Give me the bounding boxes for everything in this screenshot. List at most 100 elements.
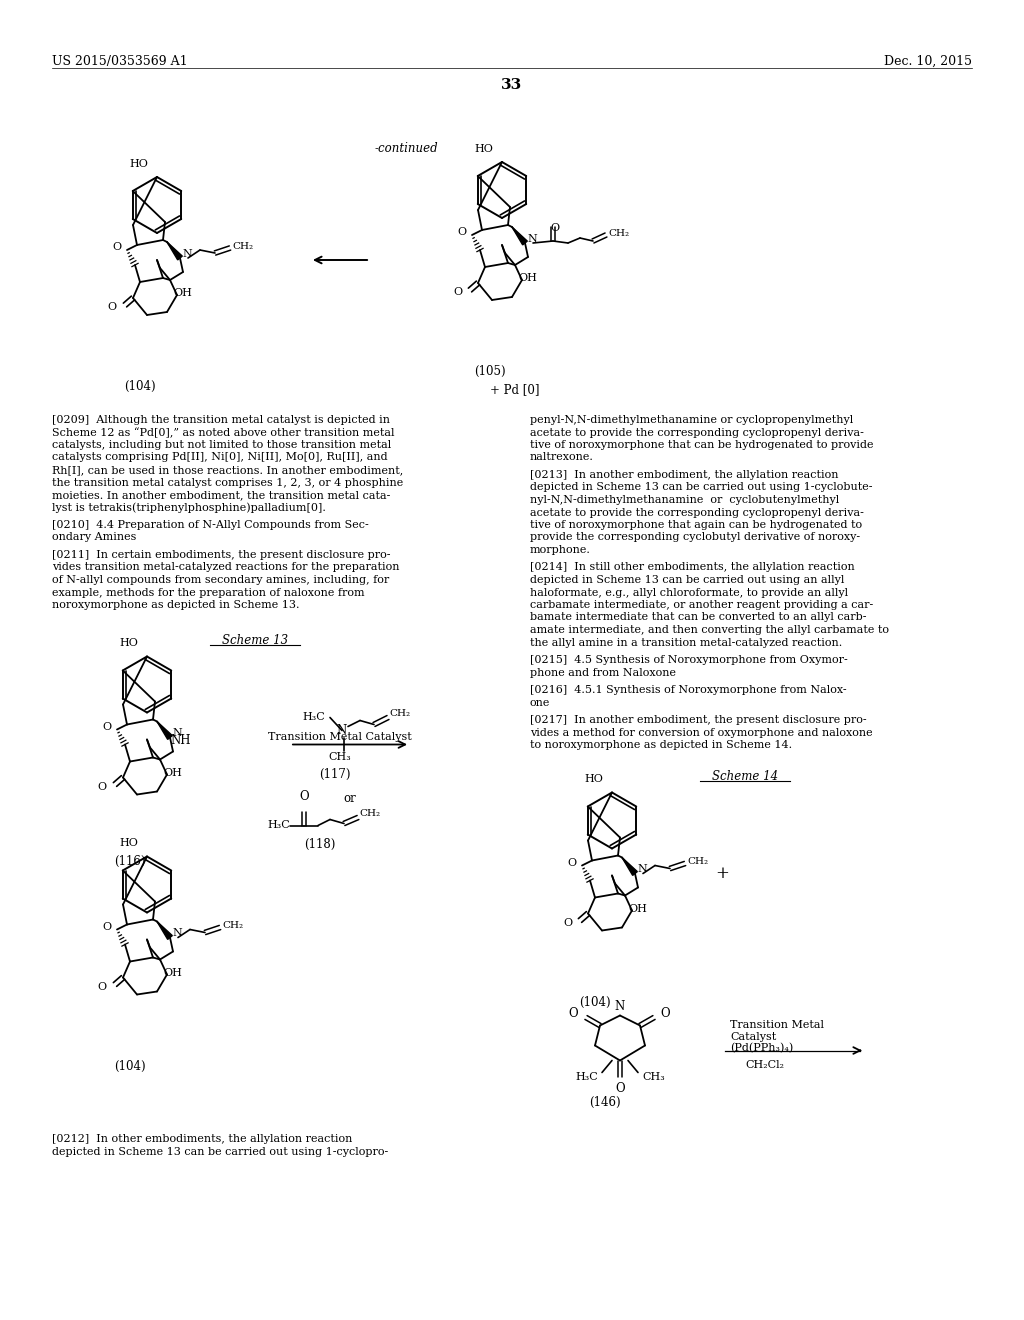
- Text: one: one: [530, 697, 550, 708]
- Text: acetate to provide the corresponding cyclopropenyl deriva-: acetate to provide the corresponding cyc…: [530, 507, 864, 517]
- Text: (Pd(PPh₃)₄): (Pd(PPh₃)₄): [730, 1043, 794, 1053]
- Text: (118): (118): [304, 837, 336, 850]
- Text: depicted in Scheme 13 can be carried out using 1-cyclopro-: depicted in Scheme 13 can be carried out…: [52, 1147, 388, 1158]
- Text: Transition Metal Catalyst: Transition Metal Catalyst: [268, 731, 412, 742]
- Text: depicted in Scheme 13 can be carried out using 1-cyclobute-: depicted in Scheme 13 can be carried out…: [530, 483, 872, 492]
- Text: of N-allyl compounds from secondary amines, including, for: of N-allyl compounds from secondary amin…: [52, 576, 389, 585]
- Text: N: N: [637, 865, 647, 874]
- Text: OH: OH: [518, 273, 537, 282]
- Text: O: O: [98, 781, 106, 792]
- Text: to noroxymorphone as depicted in Scheme 14.: to noroxymorphone as depicted in Scheme …: [530, 741, 793, 750]
- Text: O: O: [551, 223, 559, 234]
- Text: N: N: [527, 234, 537, 244]
- Text: US 2015/0353569 A1: US 2015/0353569 A1: [52, 55, 187, 69]
- Text: HO: HO: [119, 639, 138, 648]
- Text: O: O: [567, 858, 577, 867]
- Text: O: O: [615, 1082, 625, 1096]
- Text: CH₂: CH₂: [359, 809, 380, 818]
- Text: O: O: [113, 242, 122, 252]
- Text: N: N: [614, 999, 625, 1012]
- Text: the allyl amine in a transition metal-catalyzed reaction.: the allyl amine in a transition metal-ca…: [530, 638, 843, 648]
- Text: [0210]  4.4 Preparation of N-Allyl Compounds from Sec-: [0210] 4.4 Preparation of N-Allyl Compou…: [52, 520, 369, 531]
- Text: vides transition metal-catalyzed reactions for the preparation: vides transition metal-catalyzed reactio…: [52, 562, 399, 573]
- Text: [0212]  In other embodiments, the allylation reaction: [0212] In other embodiments, the allylat…: [52, 1134, 352, 1144]
- Text: H₃C: H₃C: [302, 713, 325, 722]
- Text: provide the corresponding cyclobutyl derivative of noroxy-: provide the corresponding cyclobutyl der…: [530, 532, 860, 543]
- Text: Scheme 13: Scheme 13: [222, 635, 288, 648]
- Text: HO: HO: [129, 158, 147, 169]
- Text: acetate to provide the corresponding cyclopropenyl deriva-: acetate to provide the corresponding cyc…: [530, 428, 864, 437]
- Text: moieties. In another embodiment, the transition metal cata-: moieties. In another embodiment, the tra…: [52, 490, 390, 500]
- Text: morphone.: morphone.: [530, 545, 591, 554]
- Text: OH: OH: [628, 903, 647, 913]
- Text: OH: OH: [173, 288, 191, 298]
- Text: O: O: [458, 227, 467, 238]
- Text: -continued: -continued: [375, 143, 438, 154]
- Text: depicted in Scheme 13 can be carried out using an allyl: depicted in Scheme 13 can be carried out…: [530, 576, 845, 585]
- Text: N: N: [172, 729, 181, 738]
- Text: noroxymorphone as depicted in Scheme 13.: noroxymorphone as depicted in Scheme 13.: [52, 601, 299, 610]
- Text: [0214]  In still other embodiments, the allylation reaction: [0214] In still other embodiments, the a…: [530, 562, 855, 573]
- Text: CH₃: CH₃: [329, 752, 351, 763]
- Text: catalysts comprising Pd[II], Ni[0], Ni[II], Mo[0], Ru[II], and: catalysts comprising Pd[II], Ni[0], Ni[I…: [52, 453, 388, 462]
- Text: bamate intermediate that can be converted to an allyl carb-: bamate intermediate that can be converte…: [530, 612, 866, 623]
- Text: naltrexone.: naltrexone.: [530, 453, 594, 462]
- Text: catalysts, including but not limited to those transition metal: catalysts, including but not limited to …: [52, 440, 391, 450]
- Text: [0217]  In another embodiment, the present disclosure pro-: [0217] In another embodiment, the presen…: [530, 715, 866, 725]
- Text: (104): (104): [115, 1060, 145, 1072]
- Text: the transition metal catalyst comprises 1, 2, 3, or 4 phosphine: the transition metal catalyst comprises …: [52, 478, 403, 487]
- Text: or: or: [344, 792, 356, 805]
- Polygon shape: [157, 722, 172, 739]
- Text: [0209]  Although the transition metal catalyst is depicted in: [0209] Although the transition metal cat…: [52, 414, 390, 425]
- Text: amate intermediate, and then converting the allyl carbamate to: amate intermediate, and then converting …: [530, 624, 889, 635]
- Text: NH: NH: [170, 734, 190, 747]
- Text: O: O: [299, 791, 309, 804]
- Text: O: O: [102, 921, 112, 932]
- Text: [0213]  In another embodiment, the allylation reaction: [0213] In another embodiment, the allyla…: [530, 470, 839, 480]
- Text: (117): (117): [319, 767, 351, 780]
- Text: Scheme 12 as “Pd[0],” as noted above other transition metal: Scheme 12 as “Pd[0],” as noted above oth…: [52, 428, 394, 438]
- Polygon shape: [157, 921, 172, 940]
- Text: O: O: [102, 722, 112, 731]
- Text: CH₂: CH₂: [608, 228, 629, 238]
- Text: (116): (116): [115, 854, 145, 867]
- Text: HO: HO: [119, 838, 138, 849]
- Text: CH₂: CH₂: [222, 921, 243, 931]
- Text: penyl-N,N-dimethylmethanamine or cyclopropenylmethyl: penyl-N,N-dimethylmethanamine or cyclopr…: [530, 414, 853, 425]
- Text: carbamate intermediate, or another reagent providing a car-: carbamate intermediate, or another reage…: [530, 601, 873, 610]
- Text: [0216]  4.5.1 Synthesis of Noroxymorphone from Nalox-: [0216] 4.5.1 Synthesis of Noroxymorphone…: [530, 685, 847, 696]
- Text: example, methods for the preparation of naloxone from: example, methods for the preparation of …: [52, 587, 365, 598]
- Text: H₃C: H₃C: [267, 820, 290, 829]
- Text: N: N: [182, 249, 191, 259]
- Text: H₃C: H₃C: [575, 1072, 598, 1082]
- Text: 33: 33: [502, 78, 522, 92]
- Text: CH₂: CH₂: [232, 242, 253, 251]
- Text: HO: HO: [584, 775, 603, 784]
- Text: N: N: [337, 723, 347, 737]
- Text: CH₂: CH₂: [687, 858, 709, 866]
- Text: O: O: [98, 982, 106, 991]
- Text: (146): (146): [589, 1096, 621, 1109]
- Text: O: O: [568, 1007, 578, 1020]
- Text: [0211]  In certain embodiments, the present disclosure pro-: [0211] In certain embodiments, the prese…: [52, 550, 390, 560]
- Text: phone and from Naloxone: phone and from Naloxone: [530, 668, 676, 677]
- Text: ondary Amines: ondary Amines: [52, 532, 136, 543]
- Text: Catalyst: Catalyst: [730, 1031, 776, 1041]
- Text: + Pd [0]: + Pd [0]: [490, 383, 540, 396]
- Text: lyst is tetrakis(triphenylphosphine)palladium[0].: lyst is tetrakis(triphenylphosphine)pall…: [52, 503, 326, 513]
- Text: CH₃: CH₃: [642, 1072, 665, 1082]
- Text: CH₂Cl₂: CH₂Cl₂: [745, 1060, 784, 1071]
- Text: Scheme 14: Scheme 14: [712, 771, 778, 784]
- Text: +: +: [715, 866, 729, 883]
- Text: Rh[I], can be used in those reactions. In another embodiment,: Rh[I], can be used in those reactions. I…: [52, 465, 403, 475]
- Text: [0215]  4.5 Synthesis of Noroxymorphone from Oxymor-: [0215] 4.5 Synthesis of Noroxymorphone f…: [530, 655, 848, 665]
- Text: O: O: [660, 1007, 670, 1020]
- Text: vides a method for conversion of oxymorphone and naloxone: vides a method for conversion of oxymorp…: [530, 727, 872, 738]
- Text: tive of noroxymorphone that again can be hydrogenated to: tive of noroxymorphone that again can be…: [530, 520, 862, 531]
- Text: OH: OH: [163, 968, 182, 978]
- Polygon shape: [167, 242, 182, 260]
- Text: HO: HO: [474, 144, 493, 154]
- Text: O: O: [108, 302, 117, 312]
- Text: N: N: [172, 928, 181, 939]
- Text: CH₂: CH₂: [389, 710, 411, 718]
